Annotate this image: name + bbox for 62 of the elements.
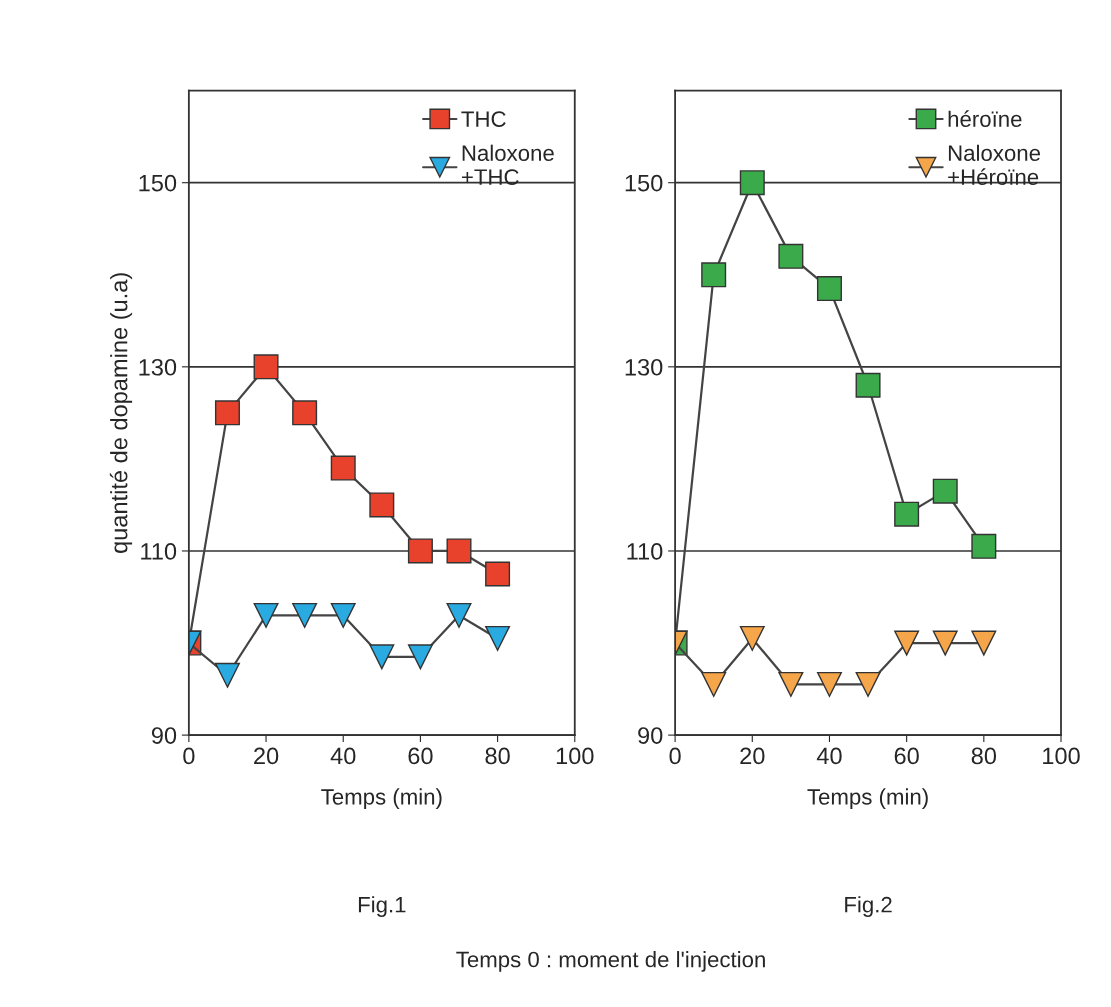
point xyxy=(739,625,765,651)
point xyxy=(855,372,881,398)
point xyxy=(446,538,472,564)
point xyxy=(932,630,958,656)
point xyxy=(485,625,511,651)
x-tick-label: 0 xyxy=(669,747,681,765)
legend-label: THC xyxy=(461,111,506,127)
point xyxy=(446,602,472,628)
point xyxy=(369,644,395,670)
point xyxy=(330,602,356,628)
point xyxy=(253,354,279,380)
x-tick-label: 0 xyxy=(183,747,195,765)
point xyxy=(855,671,881,697)
point xyxy=(485,561,511,587)
y-axis-title: quantité de dopamine (u.a) xyxy=(109,273,133,553)
point xyxy=(407,644,433,670)
point xyxy=(214,662,240,688)
point xyxy=(330,455,356,481)
y-tick-label: 90 xyxy=(151,727,177,744)
y-tick-label: 110 xyxy=(141,543,177,560)
x-axis-title: Temps (min) xyxy=(321,788,442,810)
x-tick-label: 20 xyxy=(254,747,279,765)
legend-label: héroïne xyxy=(948,110,1022,127)
x-tick-label: 60 xyxy=(408,747,433,765)
x-tick-label: 40 xyxy=(330,747,356,765)
y-tick-label: 150 xyxy=(625,174,663,192)
y-tick-label: 150 xyxy=(139,174,177,192)
text: Temps 0 : moment de l'injection xyxy=(456,951,765,972)
point xyxy=(894,501,920,527)
y-tick-label: 110 xyxy=(627,543,663,560)
x-tick-label: 80 xyxy=(971,747,997,765)
point xyxy=(292,400,318,426)
point xyxy=(253,602,279,628)
legend-label: Naloxone +Héroïne xyxy=(948,144,1041,185)
point xyxy=(932,478,958,504)
x-tick-label: 40 xyxy=(816,747,842,765)
point xyxy=(369,492,395,518)
point xyxy=(701,671,727,697)
x-tick-label: 80 xyxy=(485,747,510,765)
point xyxy=(778,671,804,697)
point xyxy=(778,243,804,269)
caption: Fig.1 xyxy=(358,896,406,917)
point xyxy=(292,602,318,628)
legend-label: Naloxone +THC xyxy=(461,144,554,185)
x-tick-label: 60 xyxy=(894,747,919,765)
x-tick-label: 100 xyxy=(556,747,594,765)
point xyxy=(816,671,842,697)
x-tick-label: 100 xyxy=(1043,747,1080,765)
point xyxy=(739,170,765,196)
point xyxy=(701,262,727,288)
x-tick-label: 20 xyxy=(740,747,765,765)
point xyxy=(971,533,997,559)
point xyxy=(894,630,920,656)
y-tick-label: 130 xyxy=(139,358,177,376)
point xyxy=(214,400,240,426)
point xyxy=(816,276,842,302)
caption: Fig.2 xyxy=(845,896,892,917)
y-tick-label: 90 xyxy=(638,727,663,744)
x-axis-title: Temps (min) xyxy=(807,788,928,810)
point xyxy=(971,630,997,656)
y-tick-label: 130 xyxy=(625,358,663,376)
point xyxy=(407,538,433,564)
